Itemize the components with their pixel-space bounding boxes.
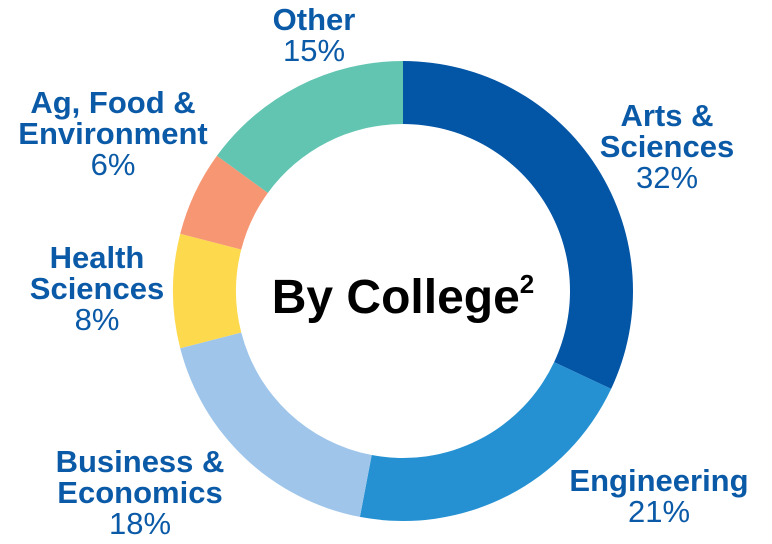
slice-label-2: Business & Economics 18% — [56, 444, 225, 541]
slice-percent: 18% — [109, 506, 171, 541]
slice-label-0: Arts & Sciences 32% — [600, 98, 734, 195]
slice-percent: 6% — [91, 147, 136, 182]
slice-name-line: Engineering — [569, 463, 748, 498]
slice-name-line: Sciences — [600, 129, 734, 164]
slice-label-3: Health Sciences 8% — [30, 240, 164, 337]
donut-slices — [173, 61, 633, 521]
slice-1 — [359, 362, 612, 521]
slice-name-line: Environment — [18, 116, 207, 151]
slice-name-line: Economics — [57, 475, 222, 510]
slice-name-line: Ag, Food & — [30, 85, 195, 120]
slice-name-line: Business & — [56, 444, 225, 479]
slice-4 — [180, 155, 268, 250]
slice-2 — [180, 332, 372, 517]
slice-label-1: Engineering 21% — [569, 463, 748, 529]
slice-percent: 15% — [283, 33, 345, 68]
slice-percent: 32% — [636, 160, 698, 195]
slice-name-line: Other — [273, 2, 356, 37]
slice-labels: Arts & Sciences 32%Engineering 21%Business … — [18, 2, 748, 541]
slice-name-line: Sciences — [30, 271, 164, 306]
slice-name-line: Health — [50, 240, 145, 275]
slice-percent: 8% — [75, 302, 120, 337]
slice-percent: 21% — [628, 494, 690, 529]
slice-name-line: Arts & — [620, 98, 713, 133]
slice-3 — [173, 233, 242, 349]
slice-5 — [216, 61, 403, 193]
chart-title: By College2 — [272, 269, 535, 324]
slice-0 — [403, 61, 633, 389]
slice-label-5: Other 15% — [273, 2, 356, 68]
slice-label-4: Ag, Food & Environment 6% — [18, 85, 207, 182]
